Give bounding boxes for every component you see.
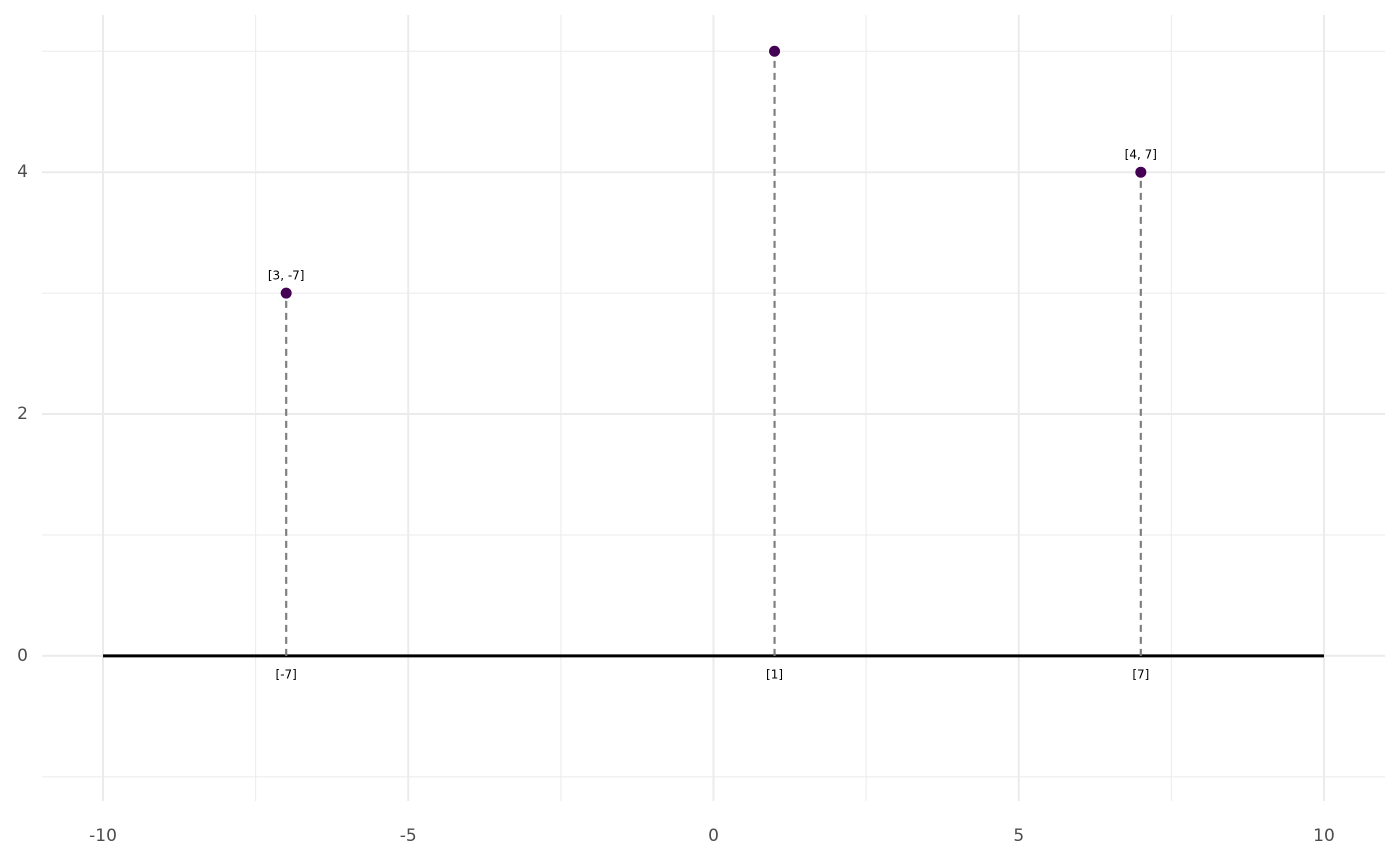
baseline-label: [1] bbox=[766, 667, 783, 681]
x-tick-label: -10 bbox=[89, 826, 117, 846]
x-tick-label: -5 bbox=[400, 826, 417, 846]
point bbox=[280, 287, 292, 299]
x-tick-label: 10 bbox=[1313, 826, 1335, 846]
x-tick-label: 5 bbox=[1013, 826, 1024, 846]
x-tick-label: 0 bbox=[708, 826, 719, 846]
baseline-label: [-7] bbox=[276, 667, 297, 681]
point-label: [4, 7] bbox=[1125, 148, 1157, 162]
point bbox=[769, 45, 781, 57]
y-tick-label: 2 bbox=[17, 404, 28, 424]
y-tick-label: 4 bbox=[17, 162, 28, 182]
point bbox=[1135, 166, 1147, 178]
y-tick-label: 0 bbox=[17, 646, 28, 666]
baseline-label: [7] bbox=[1132, 667, 1149, 681]
point-label: [3, -7] bbox=[268, 269, 305, 283]
